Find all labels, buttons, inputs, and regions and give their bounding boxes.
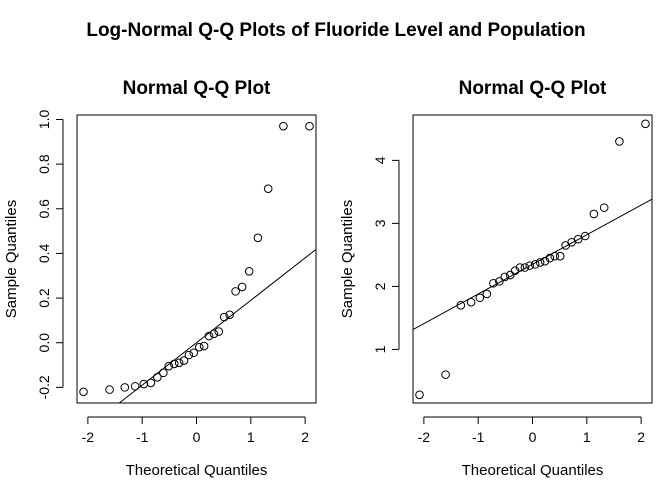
data-point bbox=[520, 263, 530, 272]
data-point bbox=[415, 390, 424, 400]
data-point bbox=[482, 289, 492, 299]
data-point bbox=[540, 256, 550, 266]
data-point bbox=[475, 293, 485, 303]
y-tick-label: 4 bbox=[372, 156, 388, 164]
data-point bbox=[279, 121, 288, 131]
x-tick-label: -2 bbox=[82, 429, 95, 445]
y-tick-label: 1 bbox=[372, 345, 388, 353]
data-point bbox=[199, 341, 209, 351]
data-point bbox=[164, 361, 174, 371]
data-point bbox=[204, 331, 214, 341]
data-point bbox=[105, 385, 114, 394]
x-axis-label: Theoretical Quantiles bbox=[126, 462, 268, 479]
panel-title: Normal Q-Q Plot bbox=[459, 78, 607, 99]
data-point bbox=[305, 121, 314, 131]
data-point bbox=[495, 277, 504, 286]
data-point bbox=[146, 378, 156, 388]
panel-title: Normal Q-Q Plot bbox=[123, 78, 271, 99]
plot-frame bbox=[412, 114, 653, 404]
x-tick-label: -2 bbox=[418, 429, 431, 445]
data-point bbox=[120, 383, 130, 392]
data-point bbox=[159, 368, 168, 378]
data-point bbox=[194, 342, 204, 352]
data-point bbox=[153, 373, 162, 382]
data-point bbox=[573, 234, 583, 244]
x-tick-label: -1 bbox=[136, 429, 149, 445]
data-point bbox=[225, 310, 234, 320]
y-tick-label: 1.0 bbox=[36, 110, 52, 130]
figure-title: Log-Normal Q-Q Plots of Fluoride Level a… bbox=[86, 20, 585, 41]
data-point bbox=[231, 287, 240, 296]
data-point bbox=[500, 272, 510, 282]
qq-reference-line bbox=[118, 249, 316, 403]
data-point bbox=[79, 387, 88, 397]
data-point bbox=[253, 233, 263, 243]
data-point bbox=[599, 203, 609, 212]
data-point bbox=[510, 266, 520, 275]
y-axis-label: Sample Quantiles bbox=[3, 200, 20, 318]
data-point bbox=[535, 258, 545, 267]
y-tick-label: 0.6 bbox=[36, 199, 52, 219]
data-point bbox=[466, 297, 476, 307]
y-tick-label: 0.8 bbox=[36, 154, 52, 174]
y-tick-label: 0.2 bbox=[36, 288, 52, 308]
y-tick-label: 2 bbox=[372, 282, 388, 290]
data-point bbox=[244, 266, 254, 276]
data-point bbox=[555, 251, 565, 261]
qq-reference-line bbox=[413, 198, 652, 330]
y-tick-label: -0.2 bbox=[36, 375, 52, 399]
data-point bbox=[641, 119, 650, 129]
data-point bbox=[209, 329, 219, 339]
data-point bbox=[515, 263, 525, 272]
data-point bbox=[530, 260, 540, 269]
data-point bbox=[214, 327, 224, 336]
data-point bbox=[580, 231, 590, 241]
y-tick-label: 3 bbox=[372, 219, 388, 227]
data-point bbox=[237, 282, 247, 292]
x-tick-label: -1 bbox=[472, 429, 485, 445]
x-axis-label: Theoretical Quantiles bbox=[462, 462, 604, 479]
y-axis-label: Sample Quantiles bbox=[339, 200, 356, 318]
data-point bbox=[184, 350, 194, 360]
data-point bbox=[263, 184, 273, 193]
data-point bbox=[615, 137, 624, 146]
x-tick-label: 2 bbox=[637, 429, 645, 445]
qq-panel-population: Normal Q-Q Plot -2 -1 0 1 2 1 2 3 4 Theoretical Qu… bbox=[339, 78, 653, 479]
x-tick-label: 1 bbox=[583, 429, 591, 445]
data-point bbox=[441, 370, 450, 379]
x-tick-label: 2 bbox=[301, 429, 309, 445]
data-point bbox=[179, 356, 189, 365]
data-point bbox=[219, 312, 229, 322]
qq-panel-fluoride: Normal Q-Q Plot -2 -1 0 1 2 -0.2 0.0 0.2 0.4 0.6 0.… bbox=[3, 78, 317, 479]
data-point bbox=[456, 301, 466, 310]
data-point bbox=[189, 348, 199, 358]
plot-frame bbox=[76, 114, 317, 404]
data-point bbox=[169, 359, 179, 369]
data-point bbox=[550, 251, 560, 261]
data-point bbox=[525, 261, 535, 270]
data-point bbox=[489, 278, 498, 288]
data-point bbox=[589, 209, 599, 219]
y-tick-label: 0.4 bbox=[36, 243, 52, 263]
y-tick-label: 0.0 bbox=[36, 333, 52, 353]
x-tick-label: 0 bbox=[193, 429, 201, 445]
data-point bbox=[505, 270, 515, 280]
data-point bbox=[174, 358, 184, 368]
x-tick-label: 1 bbox=[247, 429, 255, 445]
data-point bbox=[545, 253, 555, 263]
x-tick-label: 0 bbox=[529, 429, 537, 445]
data-point bbox=[130, 381, 140, 391]
